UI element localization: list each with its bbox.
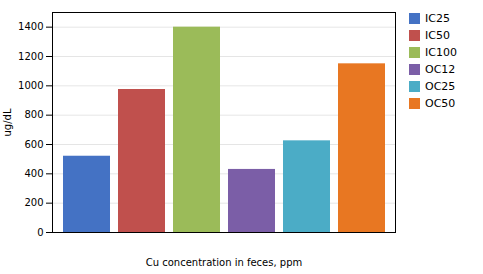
html-text:IC50: IC50 [425,29,450,42]
svg-text:1000: 1000 [18,80,43,91]
svg-text:400: 400 [24,168,43,179]
svg-text:0: 0 [37,227,43,238]
svg-text:1400: 1400 [18,21,43,32]
html-text:IC25: IC25 [425,12,450,25]
svg-text:1200: 1200 [18,51,43,62]
html-text:OC12: OC12 [425,63,456,76]
html-text:IC100: IC100 [425,46,457,59]
svg-text:600: 600 [24,139,43,150]
svg-text:200: 200 [24,197,43,208]
html-text:OC50: OC50 [425,97,456,110]
html-text:OC25: OC25 [425,80,456,93]
svg-text:ug/dL: ug/dL [2,108,13,136]
svg-text:800: 800 [24,109,43,120]
svg-text:Cu concentration in feces, ppm: Cu concentration in feces, ppm [146,257,303,268]
